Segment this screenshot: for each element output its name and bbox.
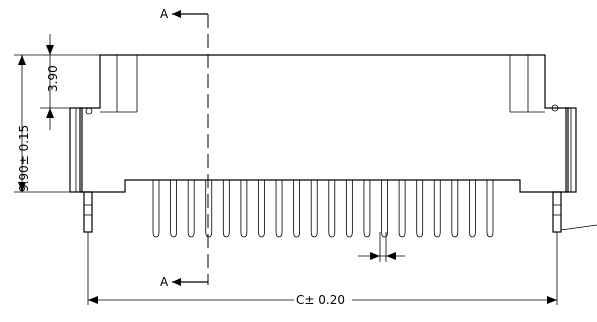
pin — [222, 180, 230, 238]
dim-total-arrow-top — [18, 55, 26, 65]
pin — [363, 180, 371, 238]
section-bottom-label: A — [160, 275, 169, 289]
dim-pin-arrow-right — [386, 252, 396, 260]
dim-pin-arrow-left — [370, 252, 380, 260]
pin — [381, 180, 388, 238]
pin-group — [152, 180, 494, 238]
left-board-lock — [83, 191, 93, 233]
pin — [275, 180, 283, 238]
pin — [258, 180, 265, 238]
pin — [170, 180, 177, 238]
dim-top-arrow-a — [46, 45, 54, 55]
dim-c-arrow-right — [547, 296, 557, 304]
pin — [433, 180, 441, 238]
dim-total-label: 9.90± 0.15 — [17, 125, 31, 192]
section-bottom-arrow — [172, 278, 181, 286]
pin — [187, 180, 195, 238]
dim-total-arrow-bottom — [18, 182, 26, 192]
pin — [328, 180, 336, 238]
pin — [205, 180, 213, 238]
housing-outline — [79, 54, 569, 193]
pin — [345, 180, 353, 238]
dim-c-label: C± 0.20 — [296, 293, 345, 307]
right-edge-line — [560, 224, 597, 231]
pin — [451, 180, 459, 238]
left-latch-detail — [85, 107, 93, 115]
section-top-arrow — [172, 10, 181, 18]
pin — [398, 180, 406, 238]
dim-c-label-bg — [294, 292, 352, 308]
pin — [416, 180, 424, 238]
pin — [486, 180, 494, 238]
pin — [152, 180, 160, 238]
pin — [469, 180, 476, 238]
dim-top-label: 3.90 — [46, 65, 60, 92]
right-board-lock — [552, 191, 562, 233]
dim-c-arrow-left — [88, 296, 98, 304]
pin — [293, 180, 301, 238]
pin — [240, 180, 248, 238]
section-top-label: A — [160, 7, 169, 21]
pin — [310, 180, 318, 238]
right-latch-detail — [551, 104, 559, 112]
dim-top-arrow-b — [46, 108, 54, 118]
